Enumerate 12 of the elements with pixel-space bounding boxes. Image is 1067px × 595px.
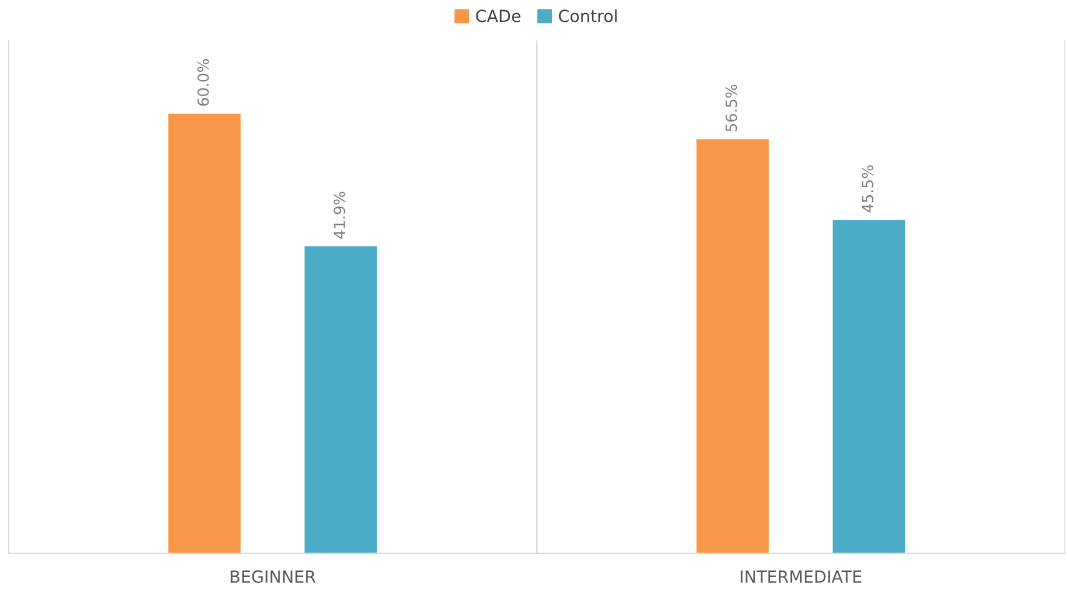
bar [696, 139, 769, 554]
bar [832, 219, 906, 554]
x-tick-label: BEGINNER [230, 570, 316, 583]
bar [304, 246, 377, 554]
data-label: 41.9% [333, 191, 346, 239]
data-label: 45.5% [861, 165, 874, 213]
data-label: 56.5% [725, 84, 738, 132]
legend-label: CADe [476, 9, 521, 23]
legend-label: Control [558, 9, 617, 23]
data-label: 60.0% [197, 59, 209, 106]
bar [168, 113, 241, 554]
x-tick-label: INTERMEDIATE [740, 570, 862, 583]
